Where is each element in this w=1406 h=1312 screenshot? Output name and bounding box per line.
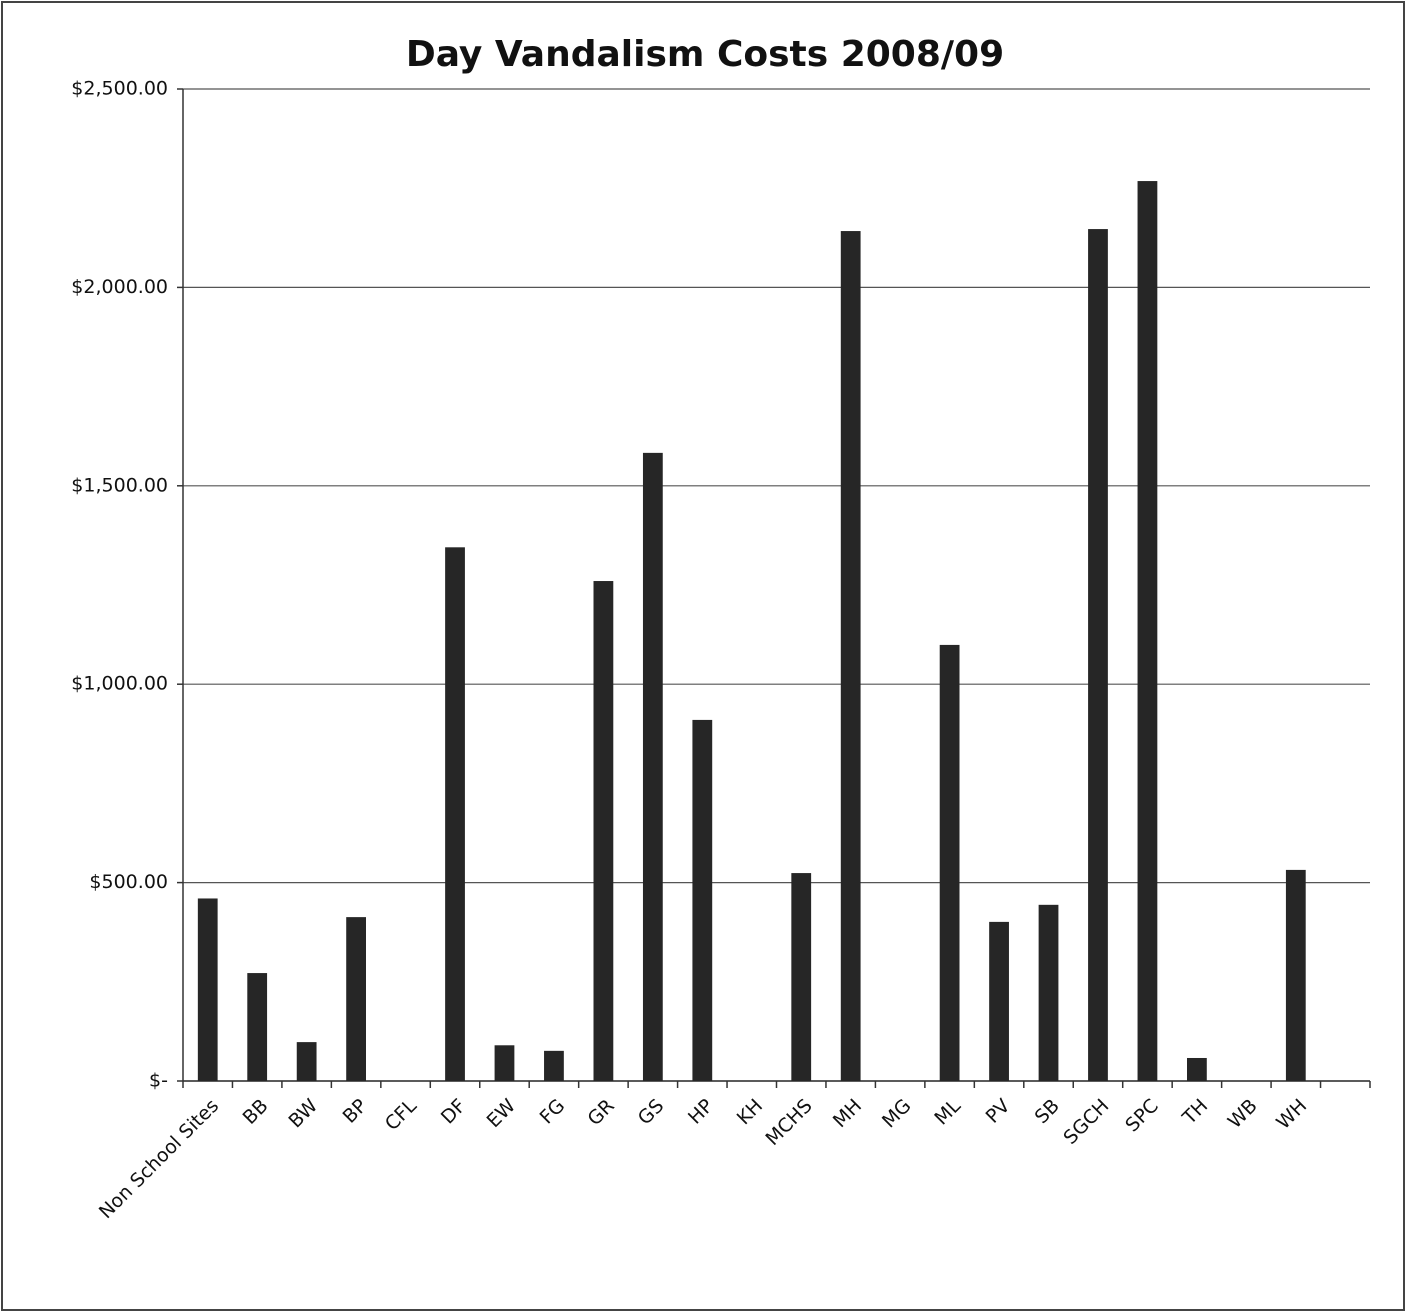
chart-title: Day Vandalism Costs 2008/09 [406, 34, 1004, 75]
bar [346, 917, 366, 1081]
y-tick-label: $1,000.00 [71, 673, 168, 695]
y-tick-label: $500.00 [89, 871, 168, 893]
y-tick-label: $2,500.00 [71, 78, 168, 100]
bar [1187, 1057, 1207, 1081]
y-tick-label: $1,500.00 [71, 474, 168, 496]
y-tick-label: $2,000.00 [71, 276, 168, 298]
bar [544, 1050, 564, 1081]
bar [247, 973, 268, 1081]
bar [1088, 229, 1108, 1081]
bar [593, 581, 614, 1081]
bar [989, 921, 1009, 1081]
bar [1038, 904, 1059, 1081]
bar [445, 547, 465, 1081]
bar [642, 452, 663, 1081]
bar [296, 1042, 317, 1081]
bar [197, 898, 218, 1081]
bar [692, 719, 713, 1081]
bar [1137, 181, 1158, 1081]
bar [939, 644, 960, 1081]
bar [1285, 869, 1306, 1081]
bar [494, 1045, 515, 1081]
y-tick-label: $- [149, 1070, 168, 1092]
bar [791, 873, 812, 1081]
bar [840, 231, 861, 1082]
